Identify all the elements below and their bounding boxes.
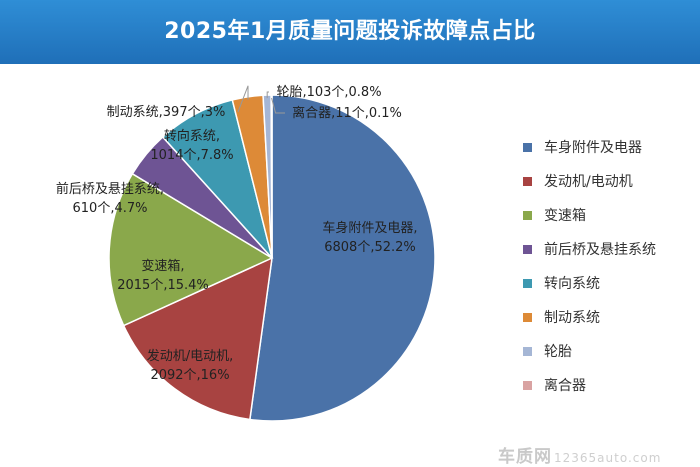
pie-slice-8 <box>270 94 273 259</box>
legend-item-6: 制动系统 <box>523 300 656 334</box>
legend-swatch <box>523 312 532 322</box>
legend-item-7: 轮胎 <box>523 334 656 368</box>
data-label-2-value: 2092个,16% <box>150 368 229 383</box>
watermark: 车质网 12365auto.com <box>498 442 661 467</box>
legend-label: 前后桥及悬挂系统 <box>544 242 656 258</box>
leader-line-7 <box>266 91 269 99</box>
title-bar <box>0 0 700 64</box>
legend-label: 发动机/电动机 <box>544 174 633 190</box>
legend-item-1: 车身附件及电器 <box>523 130 656 164</box>
pie-slice-2 <box>122 256 273 421</box>
leader-line-8 <box>271 97 285 114</box>
data-label-7: 轮胎,103个,0.8% <box>276 85 381 100</box>
data-label-1-value: 6808个,52.2% <box>324 240 416 255</box>
leader-line-6 <box>237 85 249 113</box>
pie-slice-1 <box>249 94 436 422</box>
legend-swatch <box>523 278 532 288</box>
legend-item-3: 变速箱 <box>523 198 656 232</box>
data-label-1: 车身附件及电器, <box>322 220 417 236</box>
legend-swatch <box>523 380 532 390</box>
legend: 车身附件及电器 发动机/电动机 变速箱前后桥及悬挂系统 转向系统制动系统轮胎离合器 <box>523 130 656 402</box>
data-label-3: 变速箱, <box>141 258 184 274</box>
chart-title: 2025年1月质量问题投诉故障点占比 <box>164 19 536 44</box>
legend-item-5: 转向系统 <box>523 266 656 300</box>
legend-label: 制动系统 <box>544 310 600 326</box>
data-label-8: 离合器,11个,0.1% <box>292 105 402 121</box>
legend-label: 轮胎 <box>544 344 572 360</box>
pie-chart: 车身附件及电器, 6808个,52.2% 发动机/电动机, 2092个,16% 变速箱,… <box>56 85 436 422</box>
watermark-url: 12365auto.com <box>554 451 662 465</box>
data-label-2: 发动机/电动机, <box>147 348 234 364</box>
legend-label: 离合器 <box>544 378 586 394</box>
legend-swatch <box>523 210 532 220</box>
legend-label: 变速箱 <box>544 208 586 224</box>
pie-slice-3 <box>108 172 274 327</box>
legend-label: 转向系统 <box>544 276 600 292</box>
legend-swatch <box>523 176 532 186</box>
legend-item-8: 离合器 <box>523 368 656 402</box>
data-label-6: 制动系统,397个,3% <box>107 105 226 120</box>
legend-item-4: 前后桥及悬挂系统 <box>523 232 656 266</box>
data-label-5-value: 1014个,7.8% <box>150 148 233 163</box>
data-label-4-value: 610个,4.7% <box>73 201 148 216</box>
legend-label: 车身附件及电器 <box>544 140 642 156</box>
legend-swatch <box>523 346 532 356</box>
legend-swatch <box>523 244 532 254</box>
watermark-logo-text: 车质网 <box>498 447 552 467</box>
legend-swatch <box>523 142 532 152</box>
legend-item-2: 发动机/电动机 <box>523 164 656 198</box>
data-label-5: 转向系统, <box>164 128 220 144</box>
data-label-3-value: 2015个,15.4% <box>117 278 209 293</box>
data-label-4: 前后桥及悬挂系统, <box>56 181 164 197</box>
